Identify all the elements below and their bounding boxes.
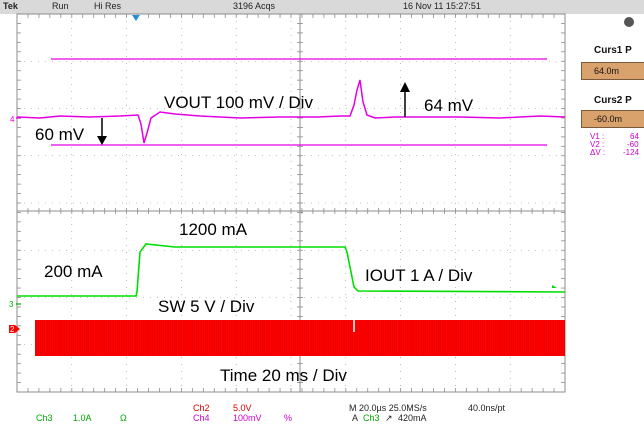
- load-low-annotation: 200 mA: [44, 262, 103, 281]
- acquisition-count: 3196 Acqs: [233, 1, 276, 11]
- dv-readout-label: ΔV :: [590, 148, 606, 157]
- curs2-position-label: Curs2 P: [594, 95, 632, 106]
- dv-readout-value: -124: [623, 148, 640, 157]
- iout-level-arrow-icon: [552, 285, 557, 288]
- ch2-name[interactable]: Ch2: [193, 403, 210, 413]
- curs1-position-label: Curs1 P: [594, 45, 632, 56]
- acquisition-mode: Hi Res: [94, 1, 122, 11]
- trigger-slope-icon: ↗: [385, 413, 393, 423]
- record-rate-readout: 40.0ns/pt: [468, 403, 506, 413]
- trigger-prefix: A: [352, 413, 359, 423]
- ch4-scale: 100mV: [233, 413, 262, 423]
- curs2-position-value[interactable]: -60.0m: [581, 110, 644, 128]
- ch4-marker-label: 4: [10, 115, 15, 124]
- sw-scale-annotation: SW 5 V / Div: [158, 297, 255, 316]
- sw-trace-ripple: [35, 320, 565, 356]
- date-time: 16 Nov 11 15:27:51: [403, 1, 481, 11]
- trigger-level: 420mA: [398, 413, 427, 423]
- ch3-name[interactable]: Ch3: [36, 413, 53, 423]
- trigger-position-icon: [132, 15, 140, 21]
- overshoot-arrow-icon: [400, 82, 410, 117]
- trigger-source[interactable]: Ch3: [363, 413, 380, 423]
- v2-readout-value: -60: [627, 140, 639, 149]
- horizontal-readout[interactable]: M 20.0µs 25.0MS/s: [349, 403, 427, 413]
- load-high-annotation: 1200 mA: [179, 220, 248, 239]
- status-bar: Tek Run Hi Res 3196 Acqs 16 Nov 11 15:27…: [0, 0, 644, 14]
- ch3-termination: Ω: [120, 413, 127, 423]
- vout-overshoot-annotation: 64 mV: [424, 96, 474, 115]
- curs1-position-value[interactable]: 64.0m: [581, 62, 644, 80]
- run-state: Run: [52, 1, 69, 11]
- ch3-scale: 1.0A: [73, 413, 92, 423]
- dip-arrow-icon: [97, 118, 107, 145]
- cursor-panel: Curs1 P 64.0m Curs2 P -60.0m V1 : 64 V2 …: [569, 0, 644, 430]
- v1-readout-label: V1 :: [590, 132, 605, 141]
- ch2-marker-label: 2: [10, 325, 15, 334]
- vout-trace: [16, 79, 566, 144]
- v2-readout-label: V2 :: [590, 140, 605, 149]
- ch4-name[interactable]: Ch4: [193, 413, 210, 423]
- timebase-annotation: Time 20 ms / Div: [220, 366, 347, 385]
- iout-scale-annotation: IOUT 1 A / Div: [365, 266, 473, 285]
- ch2-ground-marker[interactable]: [9, 325, 20, 333]
- vout-dip-annotation: 60 mV: [35, 125, 85, 144]
- ch3-marker-label: 3: [9, 300, 14, 309]
- menu-knob-icon[interactable]: [624, 17, 634, 27]
- brand-label: Tek: [3, 1, 18, 11]
- v1-readout-value: 64: [630, 132, 639, 141]
- ch4-bandwidth: %: [284, 413, 293, 423]
- vout-scale-annotation: VOUT 100 mV / Div: [164, 93, 313, 112]
- ch2-scale: 5.0V: [233, 403, 252, 413]
- iout-trace: [17, 243, 566, 297]
